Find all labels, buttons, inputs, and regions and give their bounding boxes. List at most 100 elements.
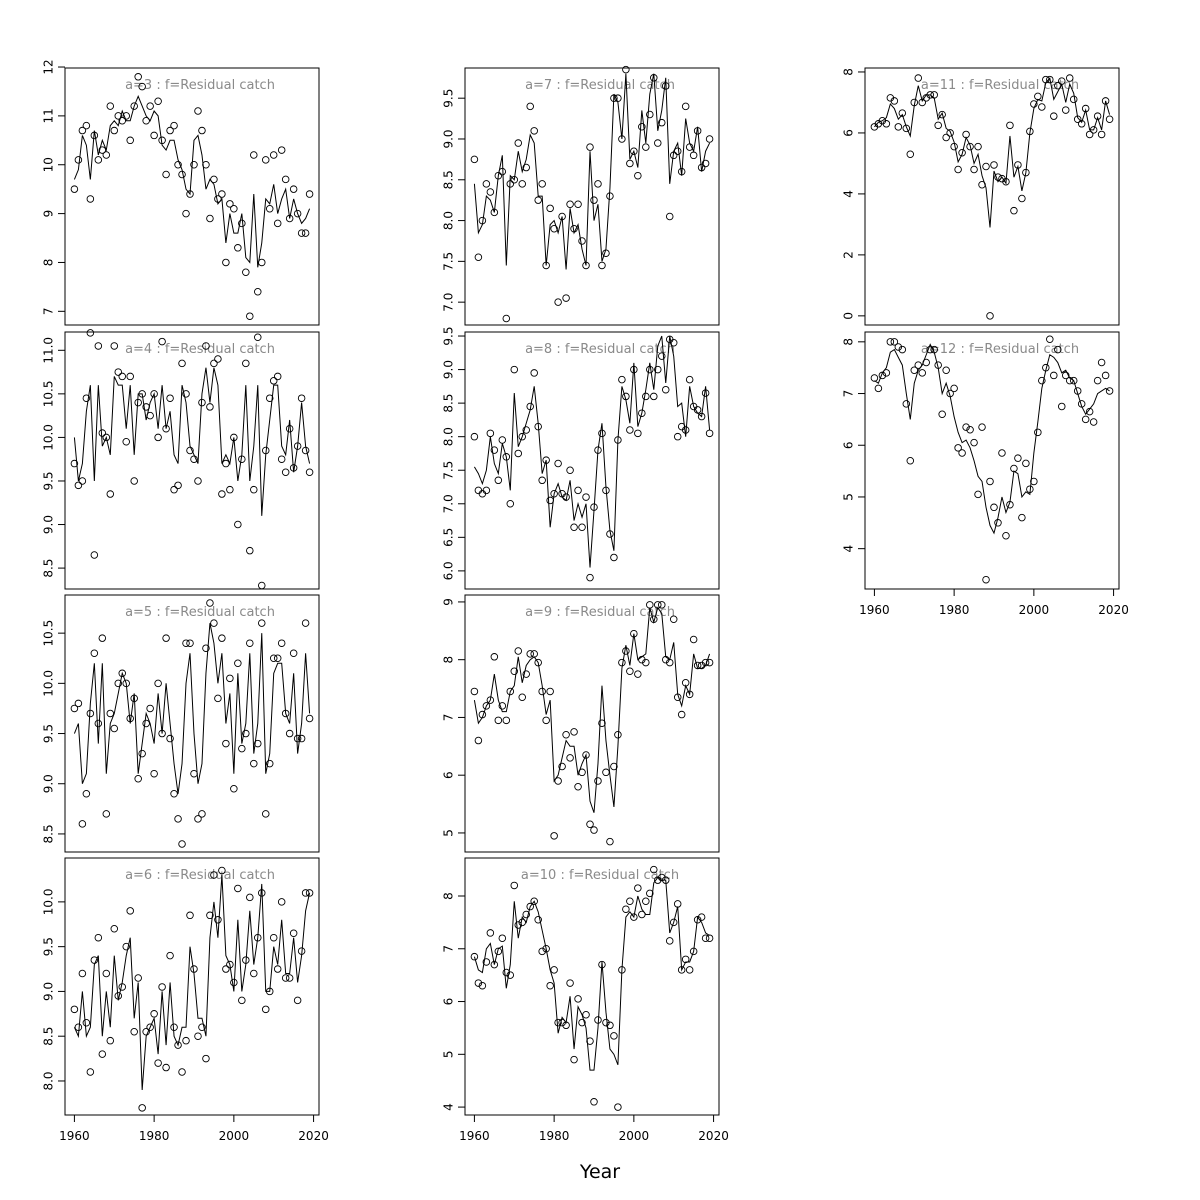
y-tick-label: 8.5 xyxy=(442,170,456,189)
observed-point xyxy=(86,329,95,337)
observed-point xyxy=(261,1005,270,1014)
observed-point xyxy=(598,960,606,969)
y-tick-label: 8 xyxy=(842,338,856,346)
observed-point xyxy=(1054,81,1062,90)
observed-point xyxy=(218,190,226,198)
observed-point xyxy=(114,112,123,120)
observed-point xyxy=(170,790,178,798)
observed-point xyxy=(258,889,266,897)
observed-point xyxy=(1014,161,1022,169)
observed-point xyxy=(242,359,250,368)
observed-point xyxy=(954,444,962,452)
observed-point xyxy=(522,426,530,434)
observed-point xyxy=(962,423,970,431)
observed-point xyxy=(154,433,162,442)
observed-point xyxy=(482,702,491,710)
observed-point xyxy=(478,710,487,719)
observed-point xyxy=(562,493,570,501)
observed-point xyxy=(638,122,646,131)
plot-frame xyxy=(464,594,720,853)
observed-point xyxy=(234,244,242,252)
observed-point xyxy=(654,139,662,147)
observed-point xyxy=(90,956,99,964)
observed-point xyxy=(986,477,994,486)
observed-point xyxy=(1089,126,1098,134)
observed-point xyxy=(1010,206,1018,215)
observed-point xyxy=(166,394,174,402)
observed-point xyxy=(482,958,491,966)
y-tick-label: 9.5 xyxy=(442,326,456,345)
observed-point xyxy=(70,704,79,713)
observed-point xyxy=(950,384,958,393)
observed-point xyxy=(230,204,238,213)
observed-point xyxy=(642,392,650,401)
observed-point xyxy=(118,117,126,125)
observed-point xyxy=(98,429,107,437)
observed-point xyxy=(582,1010,590,1019)
y-tick-label: 8.5 xyxy=(42,1027,56,1046)
observed-point xyxy=(677,966,686,974)
observed-point xyxy=(554,1018,562,1027)
y-tick-label: 8 xyxy=(442,892,456,900)
observed-point xyxy=(622,392,630,401)
observed-point xyxy=(210,175,218,184)
observed-point xyxy=(554,459,562,468)
observed-point xyxy=(689,947,698,956)
observed-point xyxy=(650,865,658,874)
observed-point xyxy=(142,403,150,411)
observed-point xyxy=(178,1068,186,1076)
observed-point xyxy=(158,337,166,346)
observed-point xyxy=(142,1027,150,1036)
observed-point xyxy=(562,294,570,302)
observed-point xyxy=(246,546,254,555)
observed-point xyxy=(494,716,503,725)
observed-point xyxy=(78,477,87,485)
observed-point xyxy=(106,490,115,498)
observed-point xyxy=(650,392,658,401)
observed-point xyxy=(490,653,499,661)
observed-point xyxy=(258,581,266,590)
observed-point xyxy=(190,769,198,778)
observed-point xyxy=(1065,74,1074,82)
observed-point xyxy=(122,112,130,120)
observed-point xyxy=(182,1036,190,1045)
observed-point xyxy=(614,731,622,739)
observed-point xyxy=(530,897,538,906)
observed-point xyxy=(681,102,690,111)
observed-point xyxy=(546,981,554,990)
observed-point xyxy=(906,150,915,159)
observed-point xyxy=(202,342,210,350)
observed-point xyxy=(305,190,314,198)
observed-point xyxy=(230,433,238,442)
observed-point xyxy=(982,575,990,584)
plot-frame xyxy=(64,857,320,1116)
observed-point xyxy=(301,619,310,627)
observed-point xyxy=(618,135,626,143)
observed-point xyxy=(126,372,134,381)
observed-point xyxy=(954,165,962,174)
observed-point xyxy=(474,979,483,987)
observed-point xyxy=(1105,115,1114,123)
observed-point xyxy=(582,261,590,270)
plot-frame xyxy=(464,67,720,326)
y-tick-label: 9 xyxy=(442,598,456,606)
observed-point xyxy=(118,669,126,678)
observed-point xyxy=(990,503,998,512)
observed-point xyxy=(1038,376,1046,385)
observed-point xyxy=(269,377,278,385)
observed-point xyxy=(265,204,274,213)
observed-point xyxy=(122,438,130,446)
observed-point xyxy=(658,873,666,882)
y-tick-label: 10.0 xyxy=(42,424,56,451)
observed-point xyxy=(162,634,170,642)
observed-point xyxy=(558,1018,566,1027)
observed-point xyxy=(526,402,534,411)
observed-point xyxy=(626,897,634,906)
observed-point xyxy=(126,136,134,145)
observed-point xyxy=(618,658,626,667)
observed-point xyxy=(281,974,290,982)
observed-point xyxy=(1030,477,1038,486)
observed-point xyxy=(1081,415,1090,424)
x-tick-label: 2000 xyxy=(219,1129,250,1143)
observed-point xyxy=(285,729,294,738)
